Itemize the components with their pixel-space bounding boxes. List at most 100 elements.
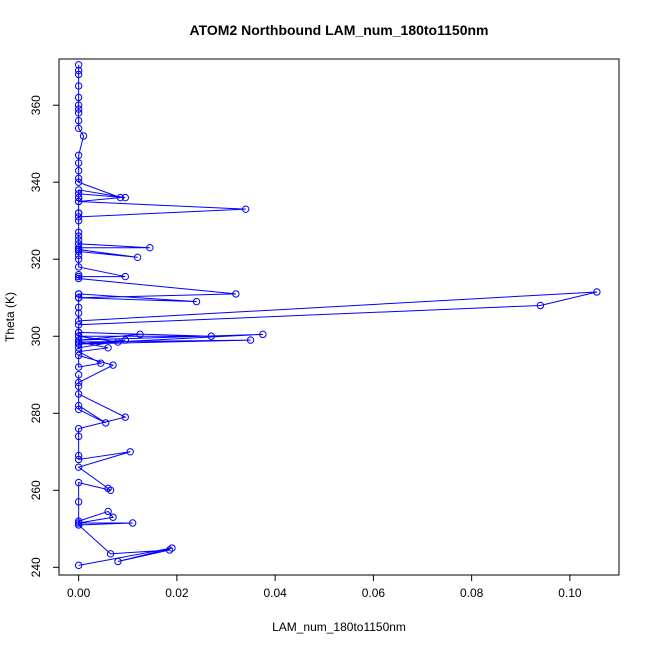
data-point	[121, 336, 130, 344]
data-point	[74, 303, 83, 312]
data-point	[74, 217, 83, 225]
x-tick-label: 0.06	[362, 586, 386, 600]
data-point	[74, 245, 83, 254]
x-tick-label: 0.02	[165, 586, 189, 600]
data-point	[192, 297, 201, 306]
data-point	[74, 109, 83, 117]
data-point	[74, 101, 83, 109]
data-point	[74, 105, 83, 113]
data-point	[74, 332, 83, 340]
data-point	[74, 309, 83, 317]
x-axis: 0.00 0.02 0.04 0.06 0.08 0.10	[67, 574, 582, 600]
x-tick-label: 0.04	[263, 586, 287, 600]
data-point	[74, 236, 83, 244]
y-tick-label: 280	[29, 403, 43, 423]
data-point	[74, 390, 83, 398]
data-point	[74, 247, 83, 256]
x-tick-label: 0.10	[558, 586, 582, 600]
data-point	[74, 405, 83, 414]
data-point	[97, 359, 105, 367]
data-point	[74, 174, 83, 183]
data-point	[74, 178, 83, 186]
data-point	[74, 70, 83, 79]
data-point	[74, 209, 83, 217]
data-point	[74, 378, 83, 387]
data-point	[74, 321, 83, 329]
data-point	[74, 66, 83, 75]
data-point	[74, 263, 83, 271]
data-point	[74, 344, 83, 352]
data-point	[74, 82, 83, 90]
data-point	[121, 272, 130, 281]
y-tick-label: 320	[29, 249, 43, 269]
data-point	[74, 328, 83, 337]
y-axis-label: Theta (K)	[3, 292, 17, 342]
data-point	[133, 253, 142, 262]
data-point	[104, 507, 112, 516]
y-tick-label: 300	[29, 326, 43, 346]
data-point	[74, 519, 83, 527]
data-point	[74, 317, 83, 325]
data-point	[104, 484, 112, 493]
data-point	[126, 448, 134, 456]
data-point	[74, 382, 83, 391]
data-point	[74, 186, 83, 194]
data-point	[106, 550, 115, 558]
y-tick-label: 340	[29, 172, 43, 192]
data-point	[74, 251, 83, 260]
y-tick-label: 260	[29, 480, 43, 500]
data-point	[74, 159, 83, 167]
data-point	[232, 290, 240, 298]
x-tick-label: 0.08	[460, 586, 484, 600]
data-point	[74, 116, 83, 125]
data-point	[74, 347, 83, 356]
data-point	[79, 132, 88, 140]
data-point	[74, 61, 83, 69]
data-point	[536, 301, 545, 310]
data-point	[74, 190, 83, 198]
y-tick-label: 240	[29, 557, 43, 577]
series-line	[77, 64, 598, 566]
data-point	[101, 419, 110, 427]
data-point	[241, 205, 250, 213]
data-point	[114, 338, 122, 346]
data-point	[74, 498, 83, 506]
data-point	[109, 361, 117, 369]
data-point	[74, 166, 83, 175]
data-point	[74, 463, 83, 471]
data-point	[74, 401, 83, 410]
data-point	[259, 330, 267, 339]
data-point	[74, 193, 83, 202]
data-point	[74, 228, 83, 236]
data-point	[128, 519, 137, 527]
data-point	[74, 290, 83, 298]
data-point	[74, 338, 83, 346]
data-point	[74, 240, 83, 248]
chart-title: ATOM2 Northbound LAM_num_180to1150nm	[190, 22, 489, 38]
data-point	[74, 351, 83, 360]
y-axis: 240 260 280 300 320 340 360	[29, 95, 60, 577]
data-point	[74, 424, 83, 433]
data-point	[74, 451, 83, 460]
y-tick-label: 360	[29, 95, 43, 115]
data-point	[74, 232, 83, 240]
data-point	[74, 274, 83, 283]
data-point	[74, 243, 83, 252]
data-point	[121, 413, 130, 421]
data-point	[121, 193, 130, 202]
data-point	[74, 432, 83, 441]
data-point	[106, 486, 115, 494]
data-point	[146, 243, 154, 252]
data-point	[593, 288, 601, 296]
data-point	[74, 294, 83, 302]
data-point	[168, 544, 176, 552]
data-point	[74, 340, 83, 348]
x-axis-label: LAM_num_180to1150nm	[272, 620, 406, 634]
data-point	[74, 455, 83, 464]
data-point	[74, 363, 83, 371]
data-point	[104, 344, 112, 352]
data-point	[74, 124, 83, 133]
data-point	[74, 197, 83, 206]
data-point	[74, 336, 83, 344]
